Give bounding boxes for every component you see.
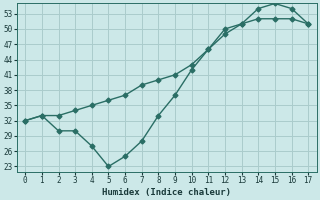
X-axis label: Humidex (Indice chaleur): Humidex (Indice chaleur)	[102, 188, 231, 197]
